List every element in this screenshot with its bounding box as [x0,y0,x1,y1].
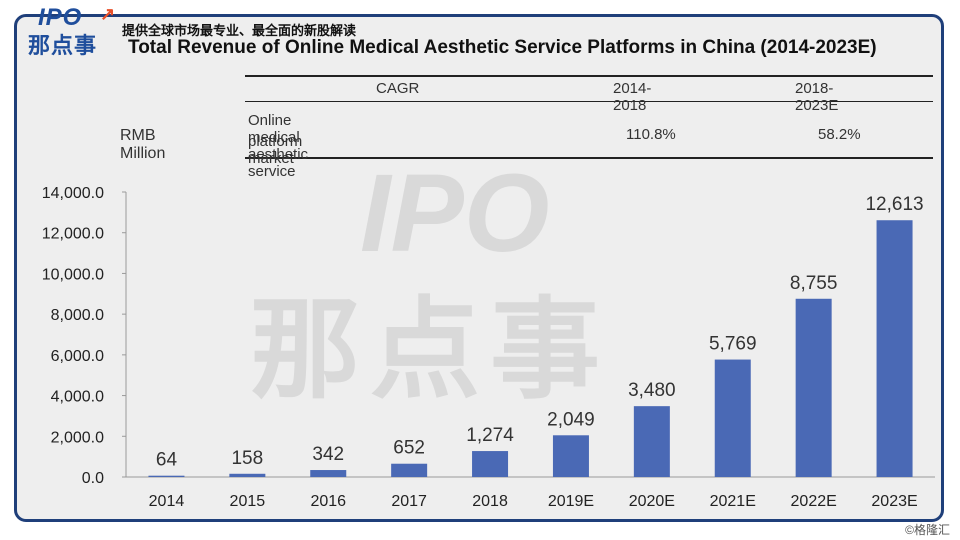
y-axis-ticks: 0.0 2,000.0 4,000.0 6,000.0 8,000.0 10,000.0 1… [42,185,126,487]
x-tick-label: 2021E [710,493,756,510]
table-mid-rule [245,101,933,102]
x-tick-label: 2023E [871,493,917,510]
cagr-value-1: 110.8% [626,126,676,143]
table-bottom-rule [245,157,933,159]
cagr-header: CAGR [376,80,420,97]
chart-title: Total Revenue of Online Medical Aestheti… [128,37,877,58]
unit-label: RMB Million [120,127,166,162]
row-label-line2: platform market [248,133,303,167]
y-tick-label: 14,000.0 [42,185,104,202]
slide-subtitle: 提供全球市场最专业、最全面的新股解读 [122,23,357,38]
bar-2018 [472,451,509,477]
period-header-1: 2014-2018 [613,80,652,114]
x-tick-label: 2022E [791,493,837,510]
y-tick-label: 8,000.0 [51,307,104,324]
bar-2016 [310,470,347,477]
bar-2020E [633,406,670,477]
image-credit: ©格隆汇 [905,523,950,537]
bars-group: 64 158 342 652 1,274 2,049 3,480 5,769 8,755 12,6… [148,194,924,477]
data-label-2023E: 12,613 [865,194,923,215]
slide-frame [14,14,944,522]
period-header-2: 2018-2023E [795,80,839,114]
table-top-rule [245,75,933,77]
y-tick-label: 12,000.0 [42,226,104,243]
brand-logo: IPO ↗ 那点事 [20,4,120,58]
data-label-2014: 64 [156,450,178,471]
bar-2023E [876,220,913,477]
row-label-line1: Online medical aesthetic service [248,112,309,180]
data-label-2017: 652 [393,438,425,459]
data-label-2016: 342 [312,444,344,465]
bar-2019E [552,435,589,477]
x-tick-label: 2017 [391,493,427,510]
data-label-2015: 158 [231,448,263,469]
x-tick-label: 2018 [472,493,508,510]
y-tick-label: 4,000.0 [51,389,104,406]
data-label-2019E: 2,049 [547,409,595,430]
x-tick-label: 2014 [149,493,185,510]
x-axis-ticks: 2014 2015 2016 2017 2018 2019E 2020E 2021E 2022E… [149,493,918,510]
y-tick-label: 0.0 [82,470,104,487]
bar-2021E [714,359,751,477]
bar-2022E [795,298,832,477]
bar-2017 [391,463,428,477]
x-tick-label: 2019E [548,493,594,510]
x-tick-label: 2020E [629,493,675,510]
y-tick-label: 10,000.0 [42,266,104,283]
cagr-value-2: 58.2% [818,126,861,143]
logo-cn-text: 那点事 [28,33,98,58]
data-label-2020E: 3,480 [628,380,676,401]
data-label-2022E: 8,755 [790,273,838,294]
bar-2015 [229,473,266,477]
logo-arrow-icon: ↗ [100,4,116,24]
logo-text: IPO [38,4,83,31]
data-label-2018: 1,274 [466,425,514,446]
bar-2014 [148,475,185,477]
x-tick-label: 2015 [230,493,266,510]
data-label-2021E: 5,769 [709,334,757,355]
y-tick-label: 2,000.0 [51,429,104,446]
y-tick-label: 6,000.0 [51,348,104,365]
x-tick-label: 2016 [310,493,346,510]
